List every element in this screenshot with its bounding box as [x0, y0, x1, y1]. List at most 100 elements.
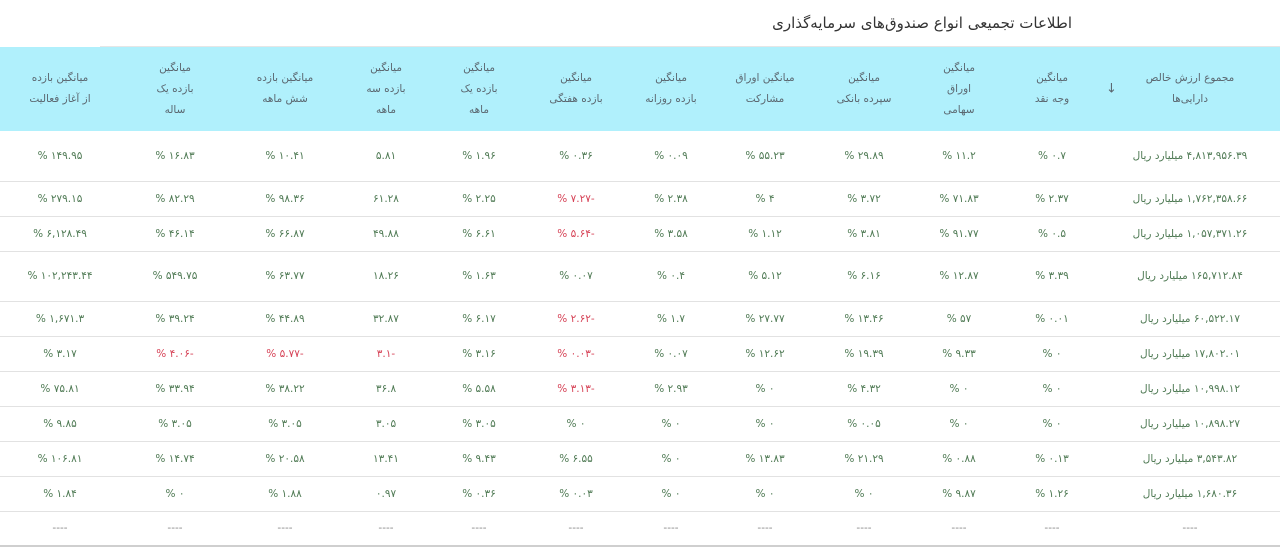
value-cell: ۰ %: [904, 336, 1000, 371]
col-header-avg-1y-return[interactable]: میانگین بازده یک ساله: [20, 47, 130, 131]
value-cell: ۰.۰۷ %: [526, 336, 616, 371]
value-cell: ۰.۳۶ %: [426, 131, 526, 181]
value-cell: ۱.۸۸ %: [130, 476, 240, 511]
table-row: جسورانه ۳,۵۴۳.۸۲ میلیارد ریال ۰.۱۳ % ۰.۸۸ %…: [0, 441, 1280, 476]
fund-type-link[interactable]: در اوراق بهادار مبتنی بر سپرده کالایی: [1184, 259, 1275, 293]
fund-type-link[interactable]: اختصاصی بازارگردانی: [1184, 182, 1276, 216]
value-cell: ۰ %: [526, 476, 616, 511]
col-header-avg-bonds[interactable]: میانگین اوراق مشارکت: [616, 47, 714, 131]
value-cell: ۵۴۹.۷۵ %: [20, 251, 130, 301]
value-cell: ۳.۳۹ %: [904, 251, 1000, 301]
value-cell: ۱۰۶.۸۱ %: [0, 441, 20, 476]
col-header-fund-type[interactable]: نوع صندوق: [1180, 47, 1280, 131]
value-cell: ۹۸.۳۶ %: [130, 181, 240, 216]
value-cell: ۱.۲۶ %: [904, 476, 1000, 511]
value-cell: ۲.۹۳ %: [526, 371, 616, 406]
fund-type-cell: در اوراق بهادار مبتنی بر سپرده کالایی: [1180, 251, 1280, 301]
value-cell: ۴۶.۱۴ %: [20, 216, 130, 251]
value-cell: ۰ %: [526, 441, 616, 476]
value-cell: ۶.۶۱ %: [332, 216, 426, 251]
fund-type-link[interactable]: مختلط: [1215, 310, 1244, 327]
value-cell: -۰.۰۳ %: [426, 336, 526, 371]
value-cell: ۲.۲۵ %: [332, 181, 426, 216]
col-header-total-nav[interactable]: مجموع ارزش خالص دارایی‌ها ↓: [1000, 47, 1180, 131]
fund-type-link[interactable]: در اوراق بهادار با درآمد ثابت: [1193, 139, 1267, 173]
col-header-avg-stocks[interactable]: میانگین اوراق سهامی: [814, 47, 904, 131]
col-header-avg-bank-deposit[interactable]: میانگین سپرده بانکی: [714, 47, 814, 131]
col-header-avg-3m-return[interactable]: میانگین بازده سه ماهه: [240, 47, 332, 131]
col-header-avg-since-inception-return[interactable]: میانگین بازده از آغاز فعالیت: [0, 47, 20, 131]
total-nav-cell: ۱۷,۸۰۲.۰۱ میلیارد ریال: [1000, 336, 1180, 371]
table-row: املاک و مستغلات ۱,۶۸۰.۳۶ میلیارد ریال ۱.۲۶…: [0, 476, 1280, 511]
col-header-avg-1m-return[interactable]: میانگین بازده یک ماهه: [332, 47, 426, 131]
value-cell: ۰.۰۵ %: [714, 406, 814, 441]
value-cell: ۳.۸۱ %: [714, 216, 814, 251]
value-cell: ۲.۳۷ %: [904, 181, 1000, 216]
value-cell: ۱.۶۳ %: [332, 251, 426, 301]
col-header-avg-cash[interactable]: میانگین وجه نقد: [904, 47, 1000, 131]
table-row: صندوق در صندوق ۱۰,۹۹۸.۱۲ میلیارد ریال ۰ % ۰…: [0, 371, 1280, 406]
total-nav-cell: ۱۶۵,۷۱۲.۸۴ میلیارد ریال: [1000, 251, 1180, 301]
col-header-label: مجموع ارزش خالص دارایی‌ها: [1046, 72, 1134, 105]
value-cell: ۱۳.۴۶ %: [714, 301, 814, 336]
value-cell: ۱۰۲,۲۴۳.۴۴ %: [0, 251, 20, 301]
col-header-avg-daily-return[interactable]: میانگین بازده روزانه: [526, 47, 616, 131]
fund-type-link[interactable]: در سهام: [1212, 225, 1248, 242]
value-cell: ۶۶.۸۷ %: [130, 216, 240, 251]
value-cell: ۷۵.۸۱ %: [0, 371, 20, 406]
value-cell: ۲۷۹.۱۵ %: [0, 181, 20, 216]
value-cell: -۵.۶۴ %: [426, 216, 526, 251]
table-row: پروژه‌ای ۱۰,۸۹۸.۲۷ میلیارد ریال ۰ % ۰ % ۰.۰۵…: [0, 406, 1280, 441]
fund-type-link[interactable]: جسورانه: [1211, 450, 1249, 467]
value-cell: ۰.۹۷: [240, 476, 332, 511]
value-cell: ۰ %: [616, 476, 714, 511]
fund-type-link[interactable]: زمین و ساختمان: [1194, 520, 1266, 537]
value-cell: ۱۹.۳۹ %: [714, 336, 814, 371]
fund-type-cell: مختلط: [1180, 301, 1280, 336]
value-cell: ۲.۳۸ %: [526, 181, 616, 216]
value-cell: ۰.۰۳ %: [426, 476, 526, 511]
table-header-row: نوع صندوق مجموع ارزش خالص دارایی‌ها ↓ می…: [0, 47, 1280, 131]
table-row: اختصاصی بازارگردانی ۱,۷۶۲,۳۵۸.۶۶ میلیارد …: [0, 181, 1280, 216]
value-cell: ۰.۷ %: [904, 131, 1000, 181]
fund-type-link[interactable]: خصوصی: [1211, 345, 1250, 362]
value-cell: ۳.۷۲ %: [714, 181, 814, 216]
value-cell: -۳.۱۳ %: [426, 371, 526, 406]
value-cell: ۰.۰۹ %: [526, 131, 616, 181]
value-cell: ۳.۰۵ %: [332, 406, 426, 441]
value-cell: ۹۱.۷۷ %: [814, 216, 904, 251]
value-cell: ۹.۸۵ %: [0, 406, 20, 441]
table-row: در سهام ۱,۰۵۷,۳۷۱.۲۶ میلیارد ریال ۰.۵ % ۹۱.…: [0, 216, 1280, 251]
value-cell: ۶.۱۶ %: [714, 251, 814, 301]
value-cell: ۱۲.۸۷ %: [814, 251, 904, 301]
sort-down-arrow-icon[interactable]: ↓: [1006, 79, 1017, 100]
page-title: اطلاعات تجمیعی انواع صندوق‌های سرمایه‌گذ…: [0, 0, 1280, 47]
value-cell: ۱.۸۴ %: [0, 476, 20, 511]
col-header-avg-6m-return[interactable]: میانگین بازده شش ماهه: [130, 47, 240, 131]
value-cell: ۱.۹۶ %: [332, 131, 426, 181]
value-cell: ۰ %: [714, 476, 814, 511]
value-cell: ۱۲.۶۲ %: [616, 336, 714, 371]
fund-type-cell: خصوصی: [1180, 336, 1280, 371]
value-cell: ۱۰.۴۱ %: [130, 131, 240, 181]
value-cell: ۱۸.۲۶: [240, 251, 332, 301]
value-cell: ۳۶.۸: [240, 371, 332, 406]
fund-type-link[interactable]: صندوق در صندوق: [1191, 380, 1269, 397]
total-nav-cell: ۱,۰۵۷,۳۷۱.۲۶ میلیارد ریال: [1000, 216, 1180, 251]
value-cell: ۰.۱۳ %: [904, 441, 1000, 476]
col-header-avg-weekly-return[interactable]: میانگین بازده هفتگی: [426, 47, 526, 131]
value-cell: ۲۹.۸۹ %: [714, 131, 814, 181]
fund-type-link[interactable]: پروژه‌ای: [1212, 415, 1248, 432]
fund-type-link[interactable]: املاک و مستغلات: [1192, 485, 1267, 502]
value-cell: ۰ %: [426, 406, 526, 441]
value-cell: ۲۱.۲۹ %: [714, 441, 814, 476]
value-cell: ۵.۸۱: [240, 131, 332, 181]
total-nav-cell: ۱۰,۹۹۸.۱۲ میلیارد ریال: [1000, 371, 1180, 406]
value-cell: ۰.۵ %: [904, 216, 1000, 251]
value-cell: ۶۳.۷۷ %: [130, 251, 240, 301]
value-cell: ۰ %: [616, 406, 714, 441]
value-cell: -۴.۰۶ %: [20, 336, 130, 371]
table-row: خصوصی ۱۷,۸۰۲.۰۱ میلیارد ریال ۰ % ۹.۳۳ % ۱۹.۳…: [0, 336, 1280, 371]
total-nav-cell: ۴,۸۱۳,۹۵۶.۳۹ میلیارد ریال: [1000, 131, 1180, 181]
value-cell: ۰.۳۶ %: [332, 476, 426, 511]
